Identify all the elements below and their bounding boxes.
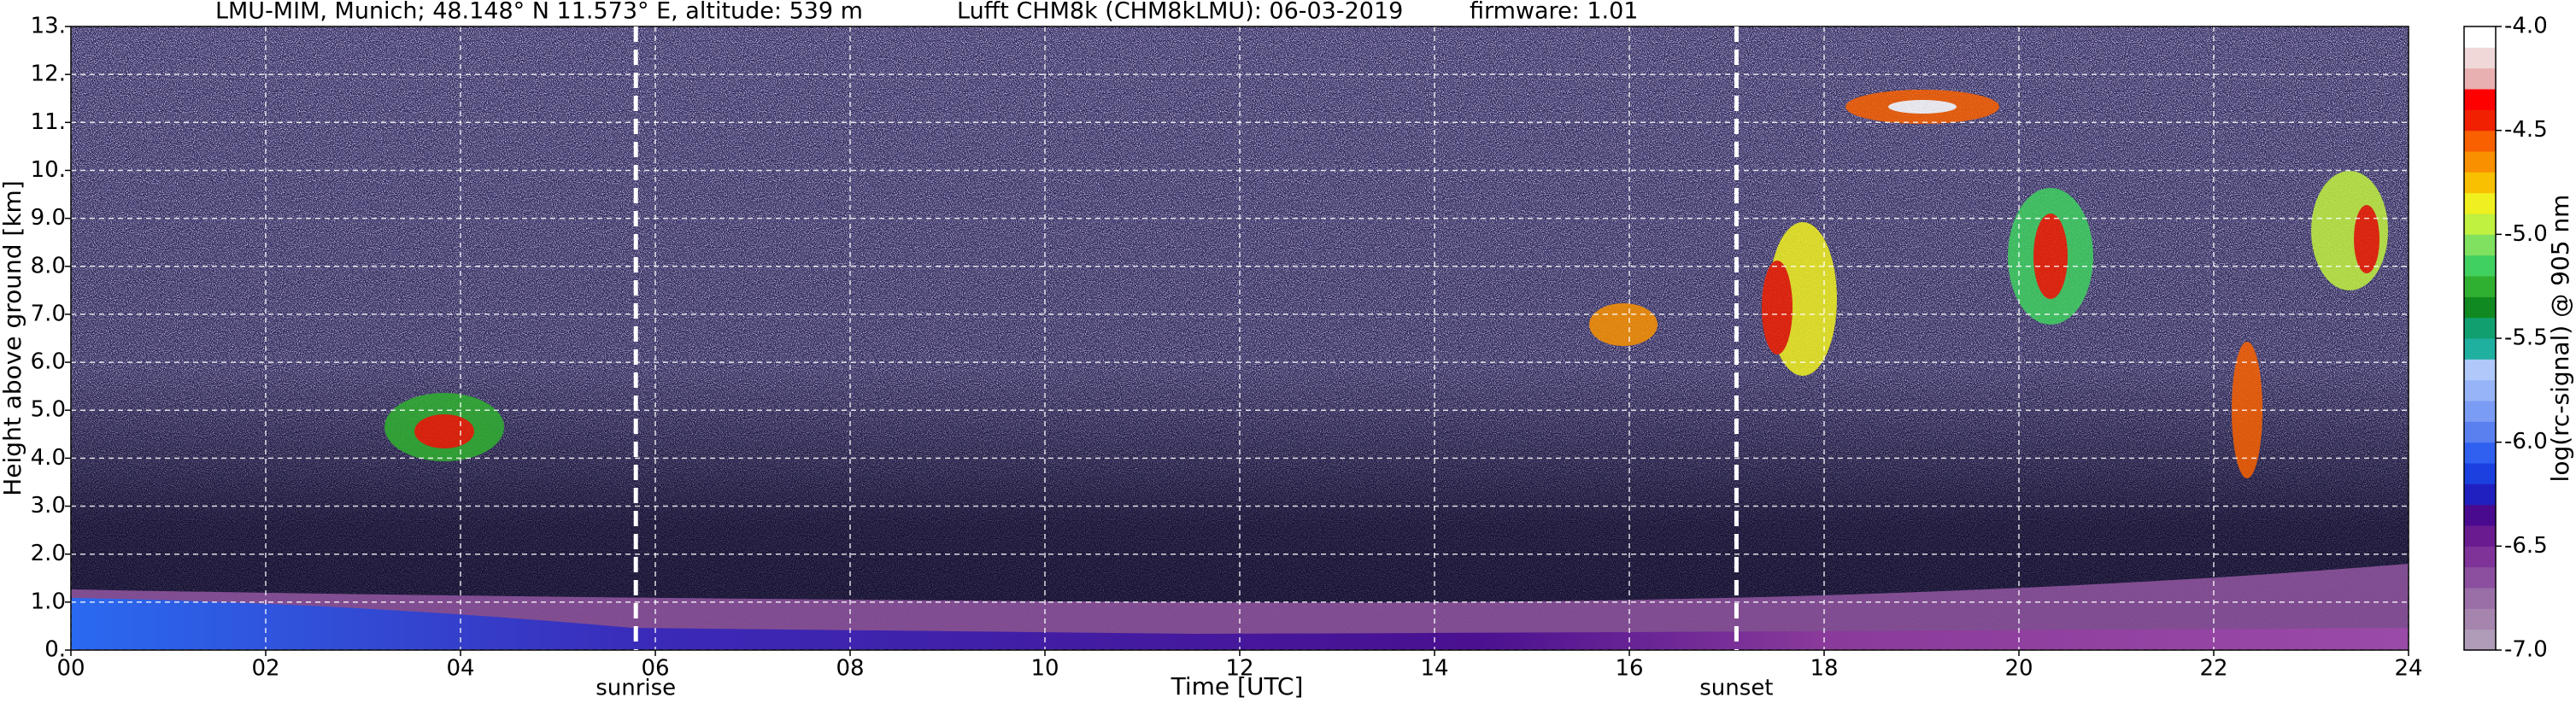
colorbar-swatch [2464,629,2496,651]
y-tick-label: 11. [31,109,66,135]
x-tick-label: 04 [446,656,474,682]
colorbar-swatch [2464,546,2496,568]
annotation-label: sunrise [596,676,676,701]
x-tick-label: 20 [2004,656,2033,682]
x-tick-label: 06 [641,656,669,682]
x-tick-label: 12 [1225,656,1253,682]
colorbar-swatch [2464,172,2496,194]
y-tick-label: 10. [31,157,66,183]
y-axis-label: Height above ground [km] [0,180,26,496]
colorbar-swatch [2464,608,2496,630]
colorbar-swatch [2464,296,2496,319]
y-tick-label: 1.0 [31,589,66,614]
colorbar-tick-label: -6.0 [2504,429,2548,454]
y-tick-label: 5.0 [31,397,66,423]
colorbar-swatch [2464,504,2496,526]
cloud [2033,214,2068,299]
colorbar-swatch [2464,192,2496,214]
colorbar-swatch [2464,525,2496,547]
colorbar-swatch [2464,442,2496,464]
y-tick-label: 0. [44,637,66,663]
colorbar-swatch [2464,317,2496,339]
chart-title: Lufft CHM8k (CHM8kLMU): 06-03-2019 [957,0,1403,25]
colorbar-swatch [2464,67,2496,90]
colorbar-swatch [2464,234,2496,256]
x-axis-label: Time [UTC] [1171,672,1304,700]
colorbar-tick-label: -5.5 [2504,325,2548,351]
cloud [1589,303,1658,346]
colorbar-swatch [2464,588,2496,609]
colorbar-swatch [2464,401,2496,422]
y-tick-label: 4.0 [31,445,66,471]
colorbar-swatch [2464,276,2496,297]
chart-title: firmware: 1.01 [1470,0,1638,25]
colorbar-swatch [2464,338,2496,360]
y-tick-label: 9.0 [31,205,66,231]
colorbar-swatch [2464,109,2496,132]
colorbar-swatch [2464,130,2496,152]
boundary-layer [71,598,2409,650]
annotation-label: sunset [1699,676,1773,701]
y-tick-label: 2.0 [31,541,66,566]
colorbar-swatch [2464,463,2496,484]
colorbar-swatch [2464,214,2496,235]
x-tick-label: 00 [56,656,85,682]
y-tick-label: 12. [31,62,66,87]
colorbar-swatch [2464,26,2496,48]
colorbar-swatch [2464,379,2496,401]
x-tick-label: 24 [2394,656,2422,682]
colorbar-tick-label: -4.5 [2504,117,2548,143]
x-tick-label: 02 [251,656,279,682]
colorbar-swatch [2464,89,2496,110]
x-tick-label: 16 [1615,656,1643,682]
colorbar [2464,26,2496,651]
y-tick-label: 7.0 [31,301,66,326]
cloud [1888,100,1957,114]
colorbar-swatch [2464,566,2496,589]
colorbar-swatch [2464,421,2496,443]
cloud [414,414,474,448]
x-tick-label: 10 [1030,656,1059,682]
colorbar-tick-label: -5.0 [2504,221,2548,247]
plot-area [71,26,2409,650]
cloud [2354,205,2379,273]
colorbar-swatch [2464,359,2496,381]
colorbar-swatch [2464,151,2496,173]
chart-title: LMU-MIM, Munich; 48.148° N 11.573° E, al… [215,0,863,25]
x-tick-label: 22 [2199,656,2227,682]
y-tick-label: 3.0 [31,493,66,519]
y-tick-label: 13. [31,14,66,39]
colorbar-tick-label: -7.0 [2504,637,2548,663]
colorbar-label: log(rc-signal) @ 905 nm [2546,195,2574,483]
cloud [1762,261,1793,354]
colorbar-tick-label: -4.0 [2504,14,2548,39]
y-tick-label: 6.0 [31,349,66,375]
x-tick-label: 18 [1810,656,1838,682]
colorbar-swatch [2464,483,2496,506]
x-tick-label: 08 [836,656,864,682]
x-tick-label: 14 [1420,656,1448,682]
colorbar-swatch [2464,47,2496,69]
colorbar-tick-label: -6.5 [2504,533,2548,559]
y-tick-label: 8.0 [31,253,66,278]
colorbar-swatch [2464,255,2496,277]
